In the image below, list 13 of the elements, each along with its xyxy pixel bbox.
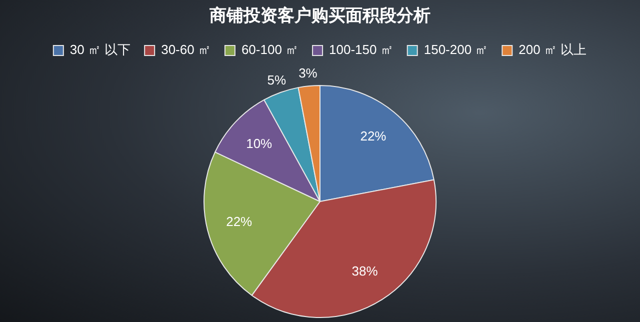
data-label: 5% (267, 72, 286, 88)
legend-label: 30-60 ㎡ (161, 42, 211, 58)
data-label: 38% (352, 264, 378, 279)
legend-label: 100-150 ㎡ (329, 42, 394, 58)
data-label: 3% (298, 66, 318, 81)
legend-label: 150-200 ㎡ (424, 42, 488, 58)
data-label: 10% (246, 136, 273, 151)
data-label: 22% (226, 214, 253, 229)
legend-label: 30 ㎡ 以下 (70, 42, 131, 58)
legend-label: 60-100 ㎡ (241, 42, 299, 58)
legend-label: 200 ㎡ 以上 (518, 42, 587, 58)
chart-title: 商铺投资客户购买面积段分析 (208, 5, 432, 27)
data-label: 22% (360, 128, 387, 144)
